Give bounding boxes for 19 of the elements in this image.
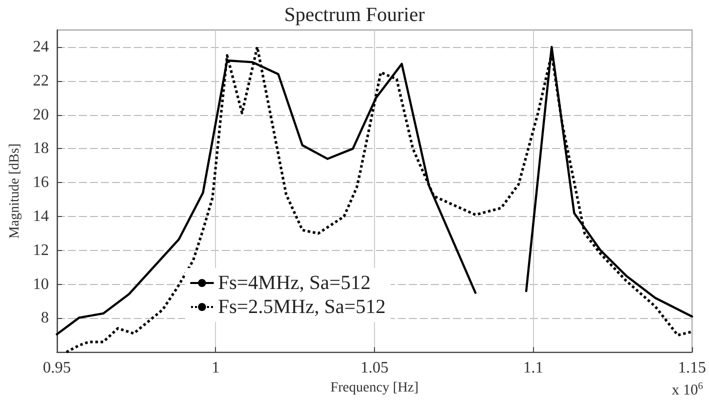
y-tick-label: 16 [32,174,49,192]
x-tick-label: 1.15 [678,360,706,377]
x-tick-label: 1.05 [360,360,388,377]
y-tick-label: 20 [32,106,49,124]
y-tick-label: 18 [32,140,49,158]
x-tick-label: 0.95 [42,360,71,377]
chart-title: Spectrum Fourier [284,4,426,26]
y-tick-label: 14 [32,208,49,225]
y-tick-label: 8 [40,310,49,327]
x-axis-title: Frequency [Hz] [330,380,419,396]
y-tick-label: 22 [32,72,49,90]
y-tick-label: 12 [32,242,49,259]
x-tick-label: 1.1 [523,360,544,377]
y-tick-label: 10 [32,276,49,293]
x-tick-label: 1 [212,360,220,377]
y-axis-title: Magnitude [dBs] [8,143,22,239]
legend-label: Fs=2.5MHz, Sa=512 [218,296,386,318]
legend-label: Fs=4MHz, Sa=512 [218,272,371,294]
y-tick-label: 24 [32,38,49,56]
